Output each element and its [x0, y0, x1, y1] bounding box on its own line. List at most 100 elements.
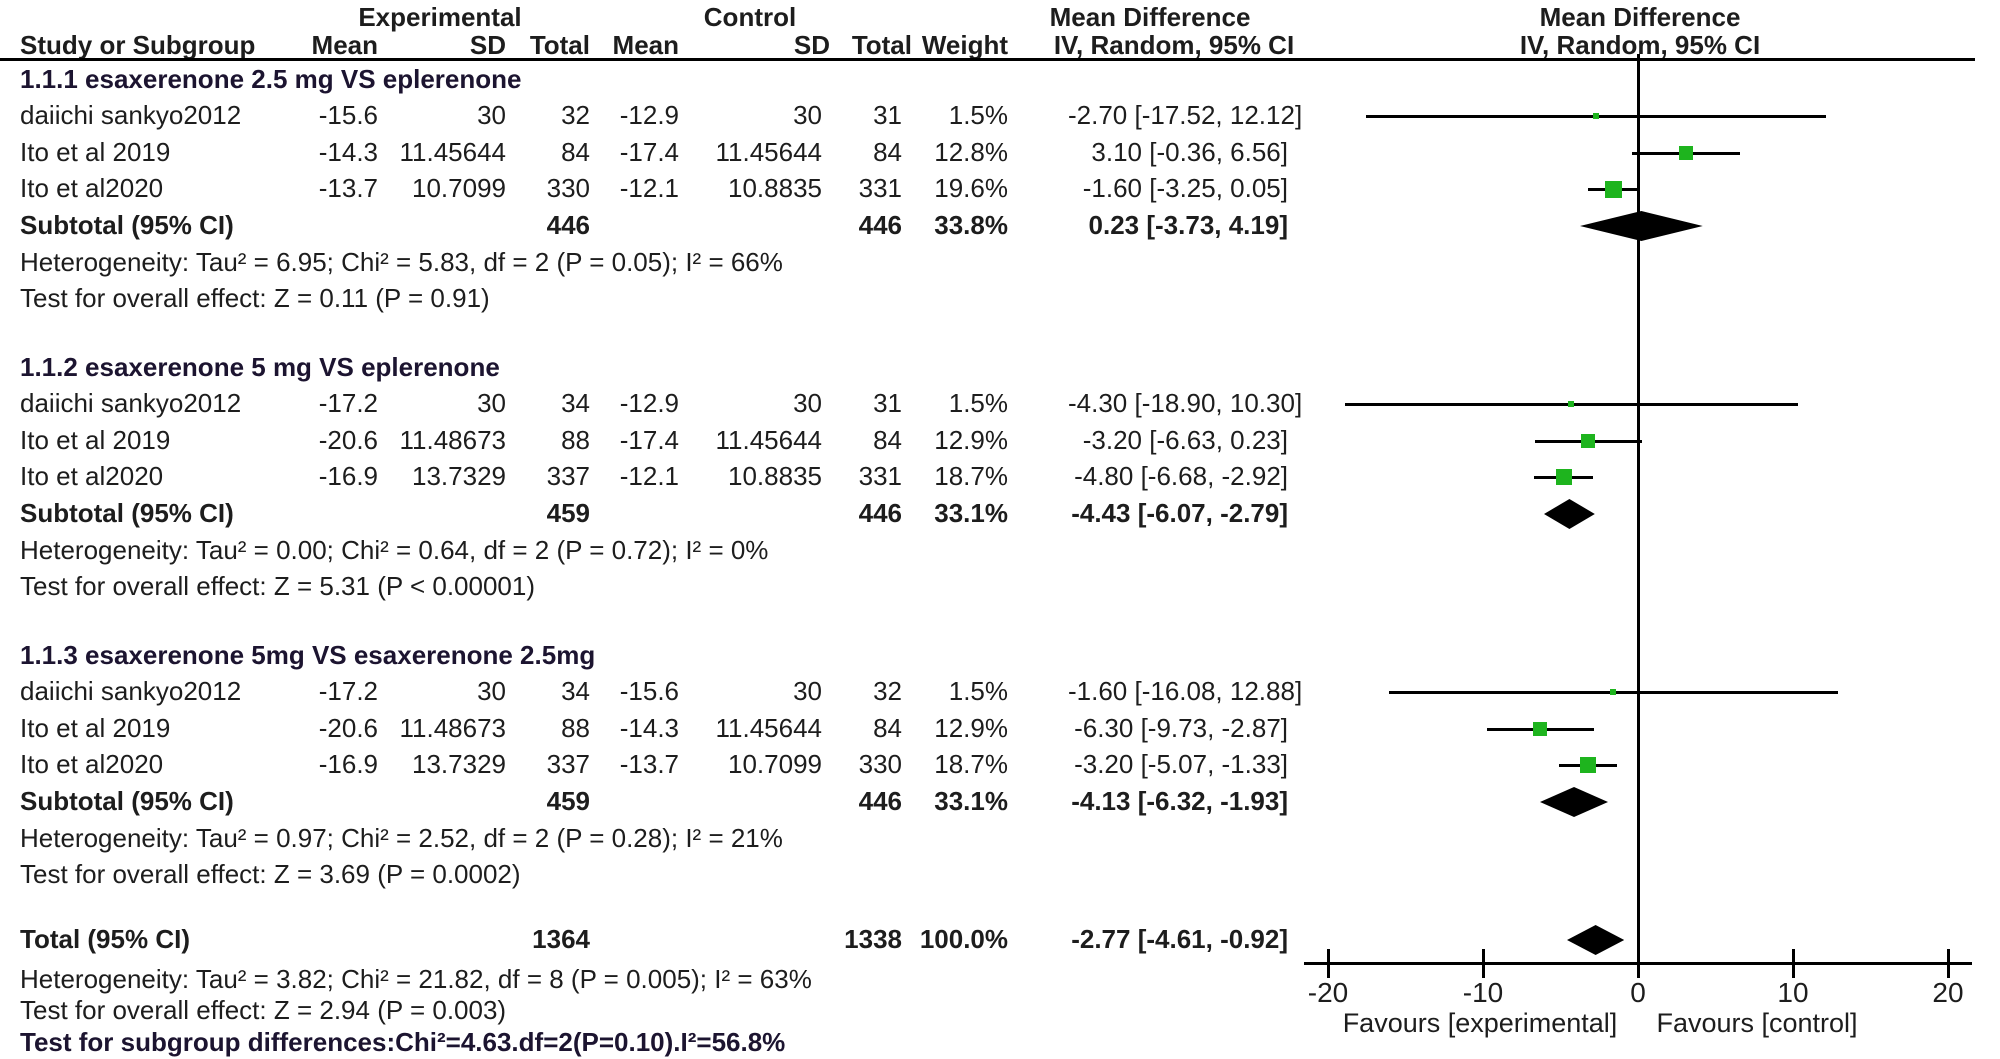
axis-tick-label: -20: [1307, 977, 1349, 1008]
sd-control-cell: 11.45644: [715, 712, 822, 743]
mean-experimental-cell: -20.6: [318, 712, 378, 743]
total-experimental-cell: 446: [546, 209, 590, 240]
sd-experimental-cell: 13.7329: [412, 749, 506, 779]
axis-tick: [1947, 949, 1950, 978]
weight-cell: 33.1%: [934, 785, 1008, 816]
total-control-cell: 32: [873, 676, 902, 706]
sd-experimental-cell: 10.7099: [412, 173, 506, 203]
sd-control-cell: 10.8835: [728, 461, 822, 491]
subgroup-differences-note: Test for subgroup differences:Chi²=4.63.…: [20, 1027, 786, 1057]
weight-cell: 18.7%: [934, 461, 1008, 491]
study-name: Ito et al 2019: [20, 136, 171, 167]
favours-control-label: Favours [control]: [1656, 1008, 1858, 1038]
effect-marker: [1679, 145, 1694, 160]
column-header-sd-exp: SD: [469, 30, 506, 60]
heterogeneity-note: Heterogeneity: Tau² = 0.00; Chi² = 0.64,…: [20, 535, 769, 565]
subtotal-diamond: [1540, 786, 1609, 817]
ci-text-cell: -1.60 [-3.25, 0.05]: [1082, 173, 1288, 203]
subtotal-label: Subtotal (95% CI): [20, 209, 234, 240]
study-name: Ito et al2020: [20, 749, 164, 779]
effect-marker: [1533, 721, 1548, 736]
mean-experimental-cell: -13.7: [318, 173, 378, 203]
weight-cell: 19.6%: [934, 173, 1008, 203]
axis-tick: [1482, 949, 1485, 978]
mean-control-cell: -12.9: [619, 100, 679, 130]
plot-header-mean-difference: Mean Difference: [1539, 2, 1741, 32]
column-header-iv-random: IV, Random, 95% CI: [1053, 30, 1295, 60]
ci-text-cell: -1.60 [-16.08, 12.88]: [1068, 676, 1303, 706]
ci-text-cell: -6.30 [-9.73, -2.87]: [1074, 712, 1288, 743]
sd-control-cell: 30: [793, 388, 822, 418]
total-control-cell: 84: [873, 136, 902, 167]
ci-text-cell: -4.30 [-18.90, 10.30]: [1068, 388, 1303, 418]
total-control-cell: 330: [858, 749, 902, 779]
weight-cell: 33.8%: [934, 209, 1008, 240]
total-heterogeneity-note: Heterogeneity: Tau² = 3.82; Chi² = 21.82…: [20, 964, 812, 994]
ci-text-cell: -2.77 [-4.61, -0.92]: [1071, 924, 1288, 954]
column-header-weight: Weight: [921, 30, 1008, 60]
total-control-cell: 84: [873, 712, 902, 743]
total-experimental-cell: 330: [546, 173, 590, 203]
column-header-study: Study or Subgroup: [20, 30, 256, 60]
study-name: daiichi sankyo2012: [20, 676, 242, 706]
sd-experimental-cell: 11.45644: [399, 136, 506, 167]
mean-control-cell: -17.4: [619, 136, 679, 167]
total-overall-effect-note: Test for overall effect: Z = 2.94 (P = 0…: [20, 995, 507, 1025]
total-experimental-cell: 88: [561, 424, 590, 455]
mean-control-cell: -17.4: [619, 424, 679, 455]
ci-text-cell: -4.80 [-6.68, -2.92]: [1074, 461, 1288, 491]
total-experimental-cell: 337: [546, 749, 590, 779]
mean-experimental-cell: -14.3: [318, 136, 378, 167]
header-divider-line: [0, 58, 1975, 61]
effect-marker: [1568, 401, 1575, 407]
subtotal-diamond: [1543, 498, 1595, 529]
effect-marker: [1604, 180, 1622, 198]
weight-cell: 18.7%: [934, 749, 1008, 779]
study-name: Ito et al 2019: [20, 712, 171, 743]
axis-tick-label: 10: [1777, 977, 1809, 1008]
column-header-experimental: Experimental: [358, 2, 522, 32]
total-control-cell: 331: [858, 173, 902, 203]
total-experimental-cell: 1364: [532, 924, 590, 954]
total-experimental-cell: 84: [561, 136, 590, 167]
total-experimental-cell: 337: [546, 461, 590, 491]
mean-control-cell: -12.9: [619, 388, 679, 418]
mean-control-cell: -13.7: [619, 749, 679, 779]
total-label: Total (95% CI): [20, 924, 190, 954]
axis-tick: [1327, 949, 1330, 978]
axis-tick: [1792, 949, 1795, 978]
total-experimental-cell: 459: [546, 497, 590, 528]
axis-tick-label: 20: [1932, 977, 1964, 1008]
total-control-cell: 446: [858, 209, 902, 240]
weight-cell: 12.9%: [934, 424, 1008, 455]
axis-tick: [1637, 949, 1640, 978]
axis-tick-label: -10: [1462, 977, 1504, 1008]
sd-control-cell: 10.8835: [728, 173, 822, 203]
study-name: Ito et al2020: [20, 461, 164, 491]
subgroup-heading: 1.1.3 esaxerenone 5mg VS esaxerenone 2.5…: [20, 640, 596, 670]
subgroup-heading: 1.1.2 esaxerenone 5 mg VS eplerenone: [20, 352, 500, 382]
column-header-control: Control: [703, 2, 797, 32]
total-experimental-cell: 34: [561, 388, 590, 418]
total-experimental-cell: 34: [561, 676, 590, 706]
column-header-total-ctl: Total: [851, 30, 912, 60]
study-name: daiichi sankyo2012: [20, 100, 242, 130]
sd-experimental-cell: 30: [477, 676, 506, 706]
sd-experimental-cell: 30: [477, 100, 506, 130]
effect-marker: [1580, 757, 1597, 773]
mean-control-cell: -14.3: [619, 712, 679, 743]
column-header-mean-difference: Mean Difference: [1049, 2, 1251, 32]
sd-control-cell: 30: [793, 676, 822, 706]
weight-cell: 12.9%: [934, 712, 1008, 743]
total-diamond: [1566, 925, 1624, 955]
sd-control-cell: 11.45644: [715, 136, 822, 167]
weight-cell: 100.0%: [919, 924, 1008, 954]
overall-effect-note: Test for overall effect: Z = 3.69 (P = 0…: [20, 859, 521, 889]
sd-experimental-cell: 13.7329: [412, 461, 506, 491]
total-control-cell: 84: [873, 424, 902, 455]
mean-control-cell: -15.6: [619, 676, 679, 706]
total-experimental-cell: 32: [561, 100, 590, 130]
heterogeneity-note: Heterogeneity: Tau² = 6.95; Chi² = 5.83,…: [20, 247, 783, 277]
plot-header-iv-random: IV, Random, 95% CI: [1519, 30, 1761, 60]
subtotal-diamond: [1580, 210, 1703, 241]
